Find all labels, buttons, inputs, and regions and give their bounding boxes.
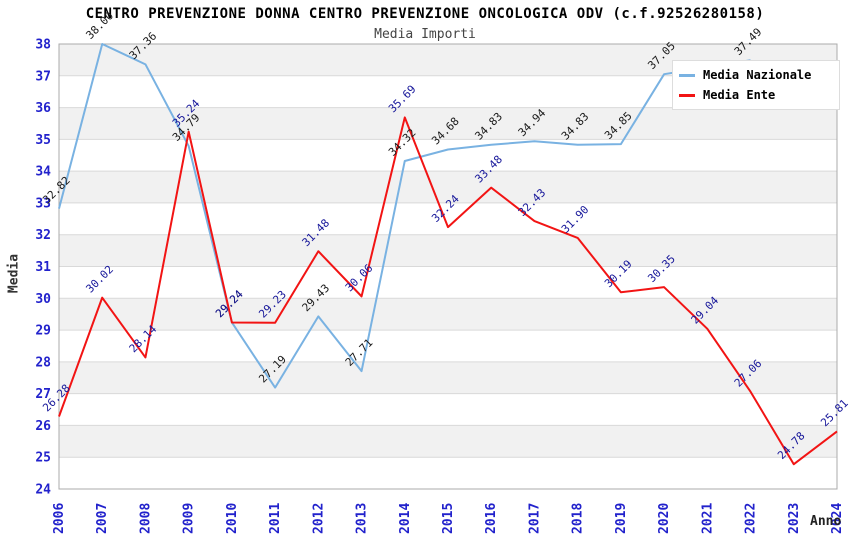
svg-text:2019: 2019 xyxy=(614,503,629,534)
svg-text:2013: 2013 xyxy=(355,503,370,534)
svg-text:37: 37 xyxy=(35,69,51,84)
plot-border xyxy=(58,43,838,490)
x-axis-tick-labels: 2006 2007 2008 2009 2010 2011 2012 2013 2014 2015… xyxy=(52,503,845,534)
svg-text:26: 26 xyxy=(35,419,51,434)
svg-text:36: 36 xyxy=(35,101,51,116)
svg-text:2022: 2022 xyxy=(744,503,759,534)
svg-text:28: 28 xyxy=(35,355,51,370)
svg-text:33: 33 xyxy=(35,196,51,211)
svg-text:25: 25 xyxy=(35,451,51,466)
svg-text:2016: 2016 xyxy=(484,503,499,534)
svg-text:2015: 2015 xyxy=(441,503,456,534)
chart-subtitle: Media Importi xyxy=(374,27,476,42)
legend-label: Media Nazionale xyxy=(703,68,812,82)
svg-text:2010: 2010 xyxy=(225,503,240,534)
svg-text:34: 34 xyxy=(35,165,51,180)
svg-text:2023: 2023 xyxy=(787,503,802,534)
x-axis-title: Anno xyxy=(810,514,842,529)
chart-title: CENTRO PREVENZIONE DONNA CENTRO PREVENZI… xyxy=(85,6,765,22)
svg-text:29: 29 xyxy=(35,324,51,339)
svg-text:31.90: 31.90 xyxy=(559,203,592,236)
svg-text:30.02: 30.02 xyxy=(83,263,116,296)
svg-text:2017: 2017 xyxy=(527,503,542,534)
svg-text:2006: 2006 xyxy=(52,503,67,534)
svg-text:2021: 2021 xyxy=(700,503,715,534)
svg-text:2007: 2007 xyxy=(95,503,110,534)
legend-label: Media Ente xyxy=(703,88,776,102)
svg-text:2020: 2020 xyxy=(657,503,672,534)
background-bands xyxy=(59,44,837,458)
y-axis-title: Media xyxy=(6,253,22,294)
svg-text:2014: 2014 xyxy=(398,503,413,534)
line-sample-icon xyxy=(679,93,695,97)
line-sample-icon xyxy=(679,73,695,77)
svg-text:2011: 2011 xyxy=(268,503,283,534)
legend-item-media-nazionale: Media Nazionale xyxy=(679,68,839,82)
svg-text:2009: 2009 xyxy=(182,503,197,534)
legend-item-media-ente: Media Ente xyxy=(679,88,839,102)
svg-text:35: 35 xyxy=(35,133,51,148)
data-series-lines xyxy=(58,43,838,466)
svg-text:32: 32 xyxy=(35,228,51,243)
svg-text:2012: 2012 xyxy=(311,503,326,534)
svg-text:30: 30 xyxy=(35,292,51,307)
legend: Media Nazionale Media Ente xyxy=(672,60,840,110)
y-axis-tick-labels: 24 25 26 27 28 29 30 31 32 33 34 35 36 37 38 xyxy=(35,38,51,498)
svg-text:25.81: 25.81 xyxy=(818,397,850,430)
svg-text:2018: 2018 xyxy=(571,503,586,534)
svg-text:27: 27 xyxy=(35,387,51,402)
svg-text:38.00: 38.00 xyxy=(83,9,116,42)
svg-text:2024: 2024 xyxy=(830,503,845,534)
svg-text:31: 31 xyxy=(35,260,51,275)
svg-text:38: 38 xyxy=(35,38,51,53)
svg-text:2008: 2008 xyxy=(138,503,153,534)
svg-text:24: 24 xyxy=(35,483,51,498)
